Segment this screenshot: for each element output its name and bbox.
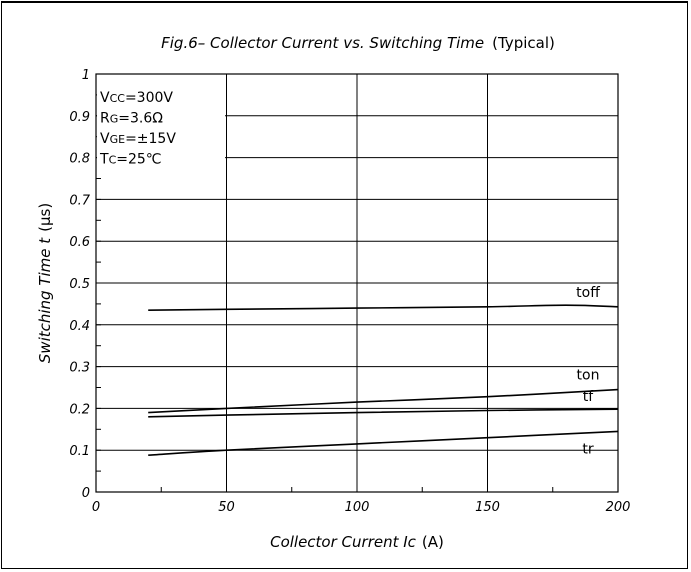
x-tick-labels: 0 50 100 150 200	[92, 500, 631, 515]
y-tick-label: 0	[82, 486, 90, 501]
chart-title: Fig.6– Collector Current vs. Switching T…	[161, 34, 555, 52]
x-axis-unit: (A)	[422, 533, 444, 551]
x-axis-title-text: Collector Current Ic	[270, 533, 417, 551]
x-tick-label: 100	[345, 500, 370, 515]
condition-line: VGE=±15V	[100, 131, 176, 147]
x-tick-label: 0	[92, 500, 100, 515]
series-line-toff	[148, 304, 619, 311]
condition-line: TC=25℃	[99, 152, 162, 168]
y-tick-label: 0.3	[69, 361, 90, 376]
x-tick-label: 150	[475, 500, 500, 515]
chart-title-main: Fig.6– Collector Current vs. Switching T…	[161, 34, 484, 52]
y-tick-label: 0.9	[69, 110, 90, 125]
y-tick-labels: 0 0.1 0.2 0.3 0.4 0.5 0.6 0.7 0.8 0.9 1	[69, 68, 90, 501]
y-axis-title-text: Switching Time t	[36, 237, 54, 363]
series-label-tr: tr	[582, 441, 593, 457]
condition-line: VCC=300V	[100, 90, 173, 106]
plot-area	[95, 73, 619, 493]
y-tick-label: 0.7	[69, 193, 90, 208]
x-tick-label: 200	[606, 500, 631, 515]
series-label-toff: toff	[576, 285, 600, 301]
conditions-box-bg	[97, 84, 225, 170]
y-tick-label: 1	[82, 68, 90, 83]
condition-line: RG=3.6Ω	[100, 111, 163, 127]
y-tick-label: 0.8	[69, 152, 90, 167]
y-tick-label: 0.1	[69, 444, 90, 459]
series-line-tr	[148, 430, 619, 456]
series-label-ton: ton	[577, 368, 600, 384]
y-tick-label: 0.2	[69, 402, 90, 417]
series-line-tf	[148, 408, 619, 418]
y-tick-label: 0.4	[69, 319, 90, 334]
chart-title-suffix: (Typical)	[492, 34, 555, 52]
y-axis-title: Switching Time t (μs)	[36, 203, 54, 363]
x-tick-label: 50	[218, 500, 235, 515]
y-tick-label: 0.5	[69, 277, 90, 292]
y-axis-unit: (μs)	[36, 203, 54, 232]
x-axis-title: Collector Current Ic (A)	[270, 533, 444, 551]
series-label-tf: tf	[583, 389, 594, 405]
series-line-ton	[148, 388, 619, 414]
series-curves	[148, 304, 619, 456]
series-labels: toff ton tf tr	[576, 285, 600, 458]
conditions-box: VCC=300V RG=3.6Ω VGE=±15V TC=25℃	[99, 90, 176, 168]
y-tick-label: 0.6	[69, 235, 90, 250]
